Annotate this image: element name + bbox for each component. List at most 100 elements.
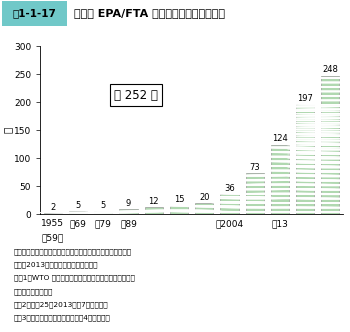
Circle shape xyxy=(292,198,350,200)
Circle shape xyxy=(261,147,337,149)
Text: ごとに集計。: ごとに集計。 xyxy=(14,288,53,295)
Circle shape xyxy=(287,118,350,119)
Circle shape xyxy=(247,151,323,153)
Circle shape xyxy=(71,212,147,213)
Text: 3）合計件数には発効年不明の4件を含む。: 3）合計件数には発効年不明の4件を含む。 xyxy=(14,315,111,321)
Circle shape xyxy=(217,211,292,213)
Circle shape xyxy=(287,158,350,159)
Circle shape xyxy=(211,207,287,208)
Circle shape xyxy=(287,176,350,177)
Circle shape xyxy=(287,189,350,191)
Circle shape xyxy=(261,156,337,158)
Circle shape xyxy=(247,160,323,162)
Circle shape xyxy=(292,167,350,168)
Circle shape xyxy=(273,207,348,208)
Circle shape xyxy=(298,104,350,106)
Circle shape xyxy=(292,144,350,146)
Circle shape xyxy=(247,193,323,195)
Circle shape xyxy=(298,185,350,186)
Text: 計 252 件: 計 252 件 xyxy=(114,89,158,102)
Circle shape xyxy=(247,174,323,176)
Circle shape xyxy=(273,170,348,172)
Bar xyxy=(296,104,314,214)
Text: 2: 2 xyxy=(50,203,56,211)
Circle shape xyxy=(217,202,292,204)
Circle shape xyxy=(287,153,350,155)
Circle shape xyxy=(40,212,116,213)
Circle shape xyxy=(292,95,350,97)
Circle shape xyxy=(292,140,350,141)
Circle shape xyxy=(287,135,350,137)
Circle shape xyxy=(287,162,350,164)
Circle shape xyxy=(166,205,242,207)
Text: 〜79: 〜79 xyxy=(95,219,112,228)
Circle shape xyxy=(292,131,350,132)
Circle shape xyxy=(116,210,191,212)
Circle shape xyxy=(298,118,350,119)
Circle shape xyxy=(273,161,348,162)
Circle shape xyxy=(273,198,348,199)
Circle shape xyxy=(236,197,312,199)
Text: 248: 248 xyxy=(322,65,338,74)
Circle shape xyxy=(236,184,312,185)
Circle shape xyxy=(236,151,312,153)
Circle shape xyxy=(267,193,343,195)
Bar xyxy=(195,203,213,214)
Circle shape xyxy=(298,122,350,124)
Circle shape xyxy=(247,165,323,167)
Circle shape xyxy=(298,211,350,213)
Circle shape xyxy=(298,198,350,200)
Circle shape xyxy=(287,185,350,186)
Text: 5: 5 xyxy=(101,201,106,210)
Circle shape xyxy=(211,211,287,213)
Circle shape xyxy=(242,197,317,199)
Text: 12: 12 xyxy=(148,197,159,206)
Circle shape xyxy=(287,211,350,213)
Circle shape xyxy=(298,194,350,195)
Circle shape xyxy=(261,142,337,144)
Circle shape xyxy=(211,198,287,199)
Circle shape xyxy=(236,146,312,148)
Circle shape xyxy=(298,95,350,97)
Circle shape xyxy=(96,211,172,213)
Y-axis label: 件: 件 xyxy=(2,127,13,133)
Circle shape xyxy=(267,198,343,199)
Circle shape xyxy=(298,153,350,155)
Circle shape xyxy=(267,152,343,153)
Circle shape xyxy=(247,170,323,171)
Circle shape xyxy=(273,129,348,130)
Circle shape xyxy=(298,162,350,164)
Circle shape xyxy=(287,109,350,110)
Circle shape xyxy=(267,165,343,167)
Circle shape xyxy=(261,193,337,195)
Circle shape xyxy=(46,212,121,213)
Circle shape xyxy=(273,184,348,185)
Bar xyxy=(145,208,163,214)
Circle shape xyxy=(242,188,317,190)
Circle shape xyxy=(217,189,292,190)
Circle shape xyxy=(273,120,348,121)
Circle shape xyxy=(292,86,350,88)
Circle shape xyxy=(292,104,350,106)
Circle shape xyxy=(242,202,317,204)
Circle shape xyxy=(261,188,337,190)
Circle shape xyxy=(267,179,343,181)
Circle shape xyxy=(267,106,343,108)
Circle shape xyxy=(273,142,348,144)
Text: 9: 9 xyxy=(126,199,131,208)
Circle shape xyxy=(191,201,267,203)
Circle shape xyxy=(298,100,350,101)
Circle shape xyxy=(287,180,350,182)
Bar xyxy=(220,194,239,214)
Circle shape xyxy=(242,146,317,148)
Circle shape xyxy=(287,167,350,168)
Circle shape xyxy=(267,161,343,162)
Circle shape xyxy=(267,138,343,139)
Circle shape xyxy=(247,188,323,190)
Circle shape xyxy=(292,109,350,110)
Circle shape xyxy=(287,149,350,150)
Circle shape xyxy=(217,180,292,181)
Text: 〜59年: 〜59年 xyxy=(42,234,64,243)
Circle shape xyxy=(236,202,312,204)
Text: 15: 15 xyxy=(174,195,184,205)
